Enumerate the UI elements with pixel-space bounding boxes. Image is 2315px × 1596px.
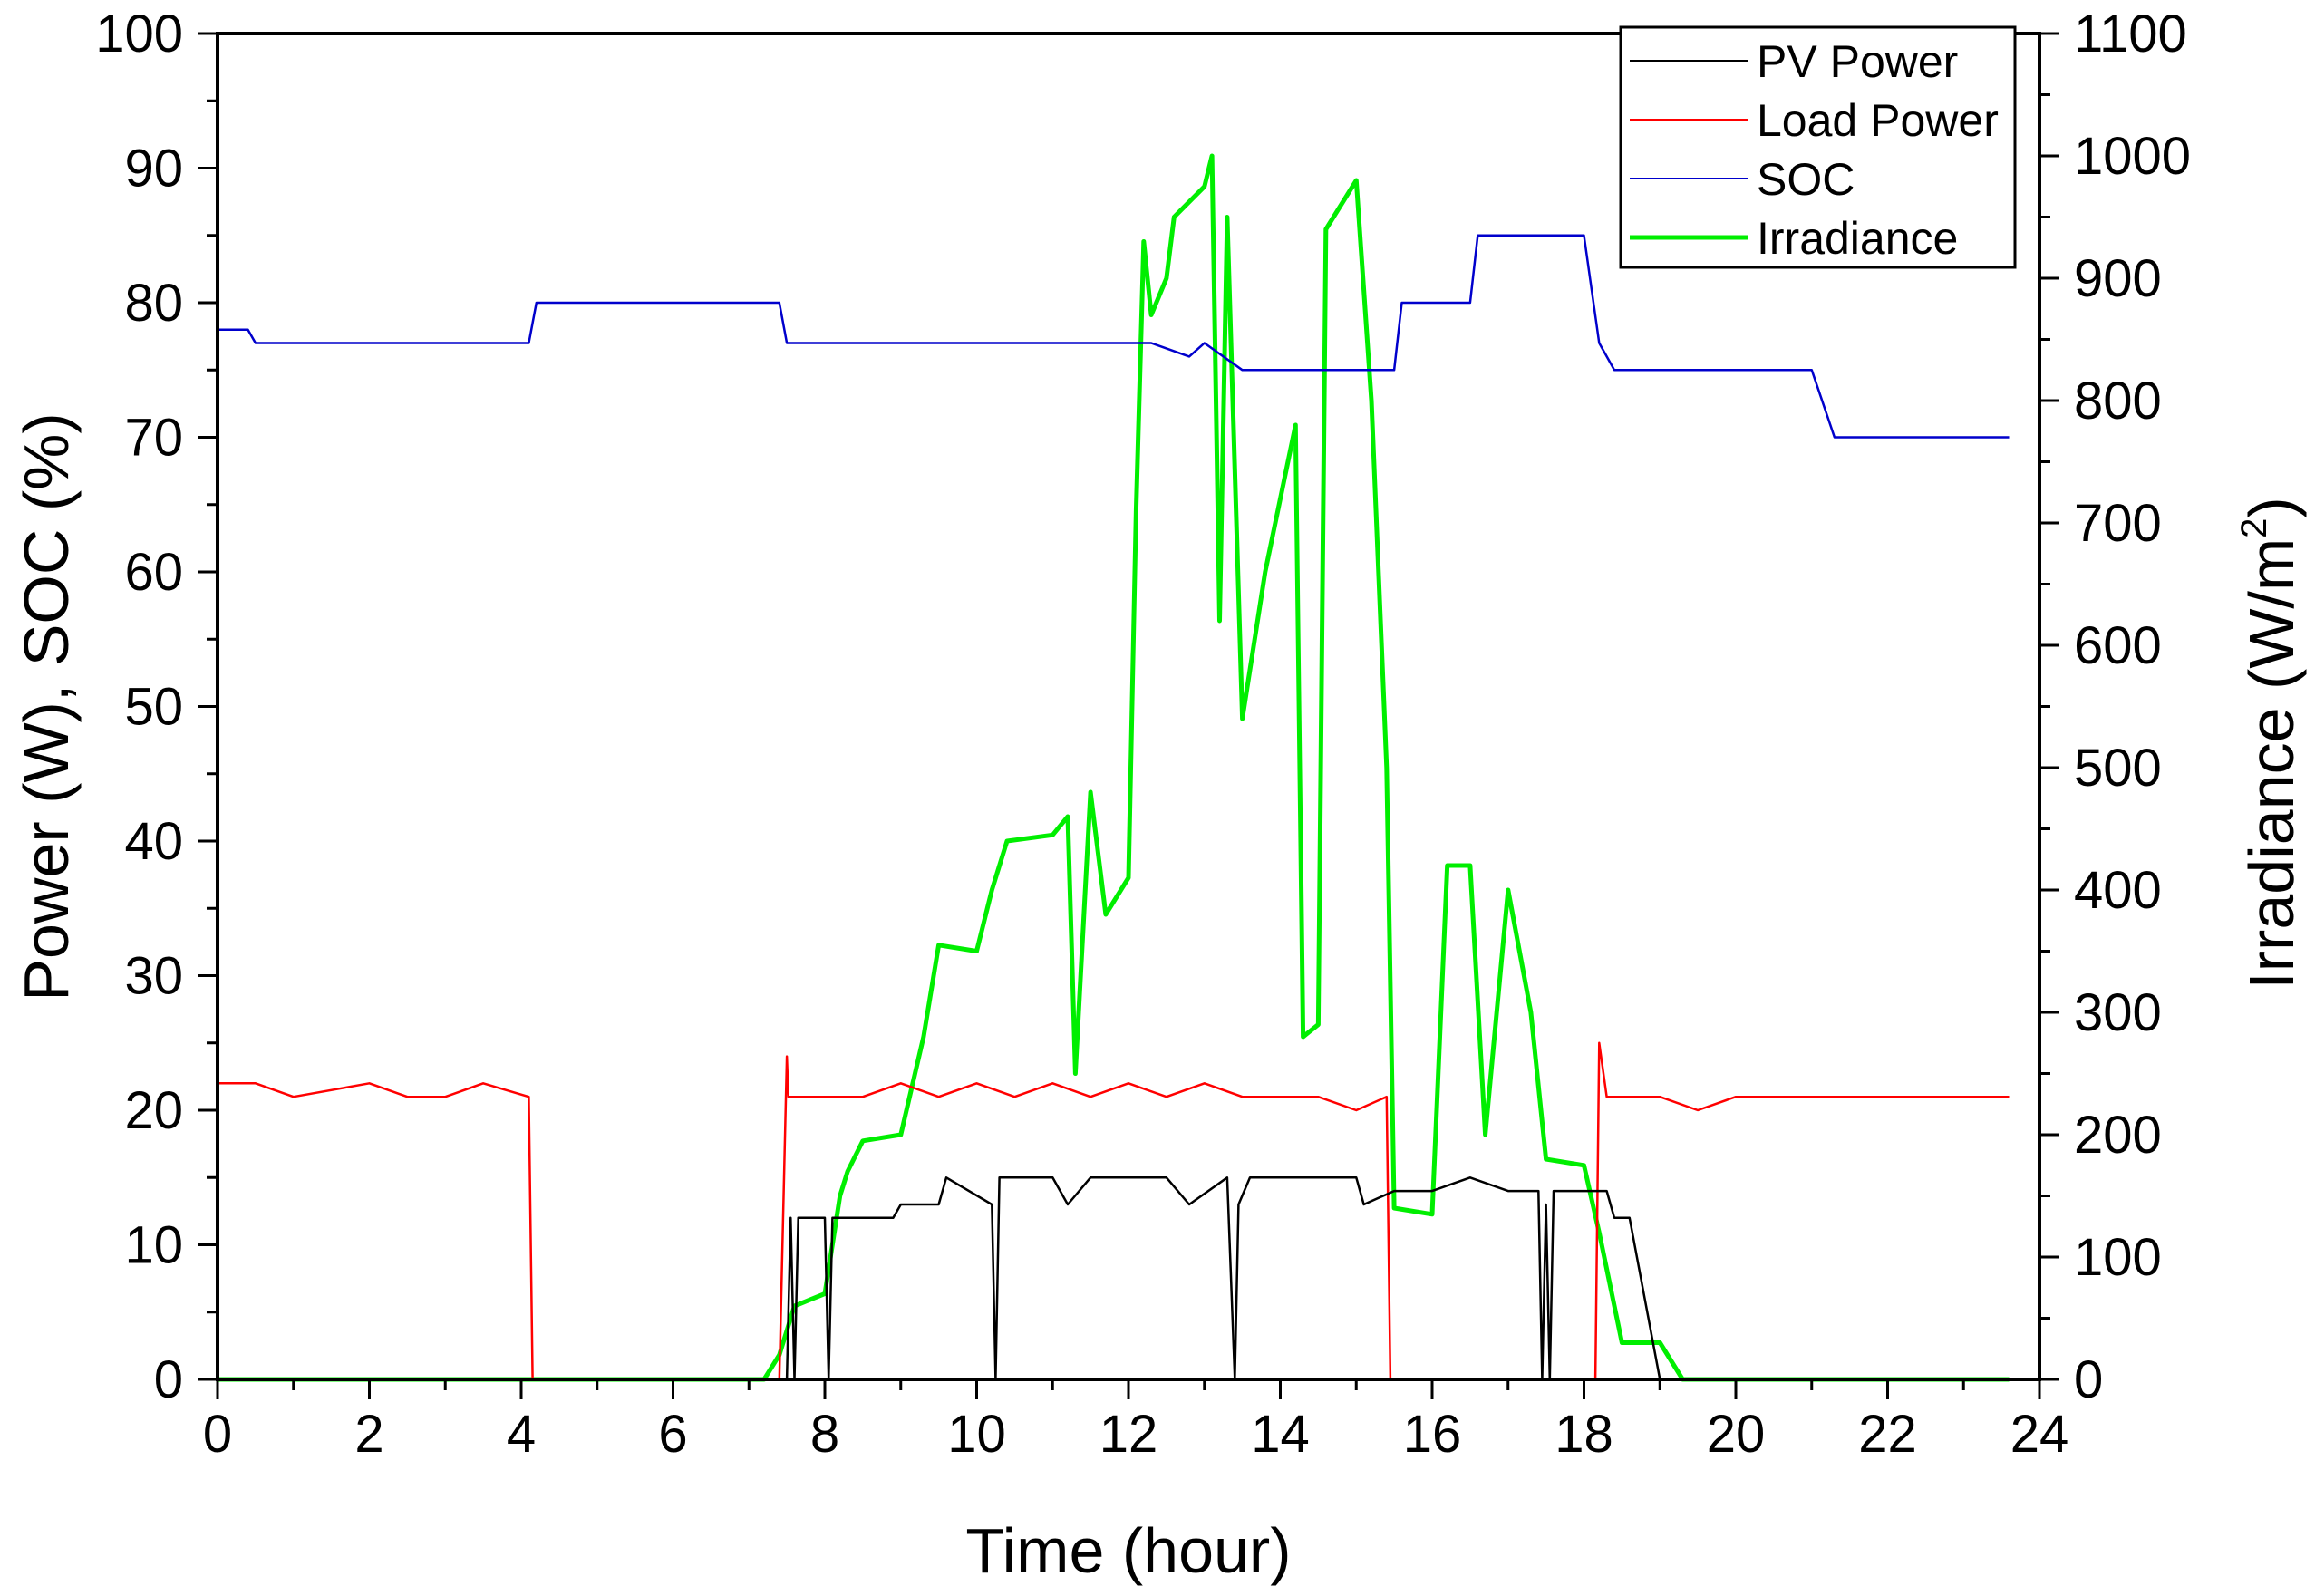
x-tick-label: 8 [810,1405,839,1464]
y-right-axis-title: Irradiance (W/m2) [2234,497,2307,989]
x-tick-label: 12 [1099,1405,1158,1464]
y-right-tick-label: 300 [2074,983,2162,1042]
y-left-tick-label: 0 [154,1350,183,1409]
y-right-axis-title-sup: 2 [2234,518,2274,538]
x-tick-label: 22 [1858,1405,1917,1464]
legend-box [1619,25,2017,269]
y-right-tick-label: 1100 [2074,5,2187,63]
series-line-load-power [218,1041,2010,1381]
y-left-axis-title: Power (W), SOC (%) [11,412,82,1001]
y-left-tick-label: 70 [124,409,183,468]
y-left-tick-label: 20 [124,1081,183,1140]
y-right-tick-label: 400 [2074,861,2162,920]
y-left-tick-label: 90 [124,140,183,198]
y-left-tick-label: 40 [124,812,183,871]
y-right-tick-label: 200 [2074,1106,2162,1165]
y-left-tick-label: 30 [124,947,183,1006]
y-right-tick-label: 700 [2074,494,2162,553]
x-tick-label: 2 [354,1405,383,1464]
x-tick-label: 0 [203,1405,232,1464]
y-right-tick-label: 1000 [2074,127,2191,186]
series-line-irradiance [218,153,2010,1382]
y-right-tick-label: 100 [2074,1228,2162,1287]
x-tick-label: 16 [1403,1405,1462,1464]
series-layer [218,153,2010,1382]
legend: PV Power Load Power SOC Irradiance [1619,25,2017,269]
series-line-soc [218,234,2010,439]
x-tick-label: 18 [1555,1405,1613,1464]
y-left-tick-label: 100 [95,5,183,63]
x-tick-label: 14 [1251,1405,1310,1464]
ticks-layer: 0 2 4 6 8 10 12 14 16 18 20 22 240102030405060708090… [95,5,2191,1464]
y-right-tick-label: 500 [2074,739,2162,798]
y-left-tick-label: 10 [124,1216,183,1275]
x-axis-title: Time (hour) [965,1515,1291,1586]
x-tick-label: 10 [947,1405,1006,1464]
legend-label-load-power: Load Power [1757,95,1999,146]
x-tick-label: 4 [507,1405,536,1464]
y-left-tick-label: 50 [124,678,183,737]
y-right-axis-title-main: Irradiance (W/m [2236,538,2307,990]
y-right-tick-label: 800 [2074,372,2162,430]
x-tick-label: 20 [1707,1405,1766,1464]
y-right-tick-label: 900 [2074,249,2162,308]
x-tick-label: 24 [2010,1405,2069,1464]
y-right-tick-label: 0 [2074,1350,2103,1409]
legend-label-irradiance: Irradiance [1757,213,1958,264]
y-left-tick-label: 80 [124,274,183,333]
series-line-pv-power [218,1176,2010,1381]
plot-frame [216,32,2041,1381]
legend-label-pv-power: PV Power [1757,36,1958,87]
y-left-tick-label: 60 [124,543,183,602]
y-right-tick-label: 600 [2074,616,2162,675]
x-tick-label: 6 [658,1405,687,1464]
y-right-axis-title-end: ) [2236,497,2307,517]
legend-label-soc: SOC [1757,154,1855,205]
